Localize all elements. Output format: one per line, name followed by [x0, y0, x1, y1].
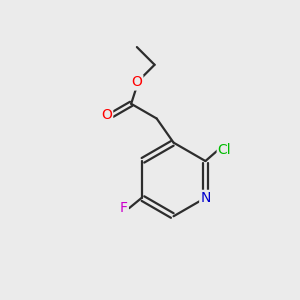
Text: Cl: Cl — [218, 143, 231, 157]
Text: N: N — [200, 191, 211, 205]
Text: O: O — [131, 76, 142, 89]
Text: F: F — [120, 201, 128, 215]
Text: O: O — [101, 108, 112, 122]
